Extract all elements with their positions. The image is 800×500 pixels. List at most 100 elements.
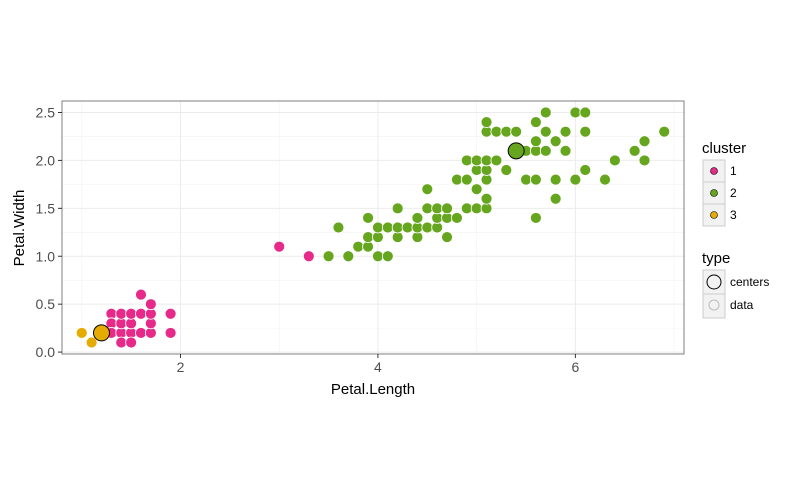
data-point-cluster-2 [362, 212, 374, 224]
data-point-cluster-3 [75, 327, 88, 339]
y-tick-label: 2.0 [36, 152, 56, 168]
data-point-cluster-2 [460, 173, 473, 186]
data-point-cluster-2 [401, 221, 414, 234]
data-point-cluster-2 [441, 231, 453, 243]
x-axis-title: Petal.Length [331, 381, 415, 398]
data-point-cluster-2 [658, 125, 671, 138]
data-point-cluster-2 [530, 212, 542, 224]
data-point-cluster-2 [579, 164, 592, 176]
data-point-cluster-2 [352, 240, 365, 253]
data-point-cluster-1 [135, 307, 147, 320]
data-point-cluster-2 [520, 173, 532, 186]
data-point-cluster-2 [470, 202, 483, 215]
data-point-cluster-1 [144, 298, 157, 311]
y-tick-label: 1.0 [36, 248, 56, 264]
data-point-cluster-2 [411, 212, 424, 224]
y-tick-label: 0.0 [36, 344, 56, 360]
legend-key-cluster-2: 2 [702, 181, 737, 205]
y-tick-label: 1.5 [36, 200, 56, 216]
data-point-cluster-2 [500, 125, 513, 138]
data-point-cluster-2 [490, 125, 503, 138]
panel-border [61, 100, 685, 355]
data-point-cluster-1 [115, 336, 128, 349]
data-point-cluster-2 [460, 202, 473, 215]
data-point-cluster-2 [372, 250, 384, 263]
data-point-cluster-2 [480, 192, 493, 205]
data-point-cluster-2 [599, 173, 611, 186]
legend-swatch-centers [706, 274, 722, 290]
gridlines [62, 101, 684, 354]
data-point-cluster-2 [539, 144, 552, 157]
data-point-cluster-2 [569, 106, 582, 119]
data-points [75, 106, 671, 349]
data-point-cluster-2 [530, 135, 542, 148]
data-point-cluster-1 [125, 336, 138, 349]
data-point-cluster-2 [569, 173, 582, 186]
data-point-cluster-1 [273, 240, 286, 253]
center-point-cluster-3 [92, 324, 110, 342]
data-point-cluster-2 [470, 183, 483, 196]
data-point-cluster-2 [510, 125, 523, 138]
data-point-cluster-2 [638, 135, 651, 148]
data-point-cluster-2 [391, 221, 404, 234]
data-point-cluster-2 [421, 183, 434, 196]
data-point-cluster-2 [470, 154, 483, 167]
y-axis-title: Petal.Width [11, 190, 28, 267]
x-tick-label: 6 [571, 359, 579, 375]
data-point-cluster-2 [342, 250, 355, 263]
legend-label-data: data [730, 298, 754, 312]
data-point-cluster-2 [451, 173, 463, 186]
data-point-cluster-2 [628, 144, 641, 157]
data-point-cluster-2 [322, 250, 335, 263]
data-point-cluster-2 [460, 154, 473, 167]
data-point-cluster-2 [421, 202, 434, 215]
legend-label-cluster-1: 1 [730, 164, 737, 178]
y-tick-label: 2.5 [36, 105, 56, 121]
data-point-cluster-2 [559, 144, 572, 157]
data-point-cluster-2 [579, 106, 592, 119]
data-point-cluster-1 [164, 307, 177, 320]
data-point-cluster-2 [381, 250, 394, 263]
legend-label-centers: centers [730, 275, 769, 289]
data-point-cluster-2 [381, 221, 394, 234]
y-tick-label: 0.5 [36, 296, 56, 312]
data-point-cluster-2 [441, 202, 453, 215]
data-point-cluster-2 [480, 154, 493, 167]
data-point-cluster-2 [638, 154, 651, 167]
legend-key-box [702, 293, 726, 319]
data-point-cluster-2 [549, 135, 562, 148]
data-point-cluster-2 [332, 221, 345, 234]
data-point-cluster-1 [302, 250, 315, 263]
data-point-cluster-2 [421, 221, 434, 234]
type-legend: type centers data [702, 250, 769, 319]
data-point-cluster-2 [539, 106, 552, 119]
data-point-cluster-2 [490, 154, 503, 167]
cluster-legend: cluster 1 2 3 [702, 140, 746, 227]
data-point-cluster-2 [539, 125, 552, 138]
cluster-centers [92, 142, 525, 342]
cluster-legend-title: cluster [702, 140, 746, 157]
data-point-cluster-1 [125, 307, 138, 320]
data-point-cluster-2 [391, 202, 404, 215]
legend-label-cluster-3: 3 [730, 208, 737, 222]
legend-swatch-cluster-3 [710, 211, 718, 219]
x-tick-label: 4 [374, 359, 382, 375]
data-point-cluster-2 [549, 173, 562, 186]
data-point-cluster-2 [579, 125, 592, 138]
data-point-cluster-1 [115, 307, 128, 320]
center-point-cluster-2 [507, 142, 525, 160]
data-point-cluster-1 [164, 327, 177, 339]
legend-key-box [702, 269, 726, 295]
legend-swatch-cluster-2 [710, 189, 718, 197]
axis-ticks: 2 4 6 0.0 0.5 1.0 1.5 2.0 2.5 [36, 105, 580, 376]
data-point-cluster-2 [372, 221, 384, 234]
data-point-cluster-2 [530, 173, 542, 186]
type-legend-title: type [702, 250, 730, 267]
legend-swatch-cluster-1 [710, 167, 718, 175]
data-point-cluster-2 [362, 231, 374, 243]
data-point-cluster-1 [135, 327, 147, 339]
legend-label-cluster-2: 2 [730, 186, 737, 200]
data-point-cluster-2 [549, 192, 562, 205]
